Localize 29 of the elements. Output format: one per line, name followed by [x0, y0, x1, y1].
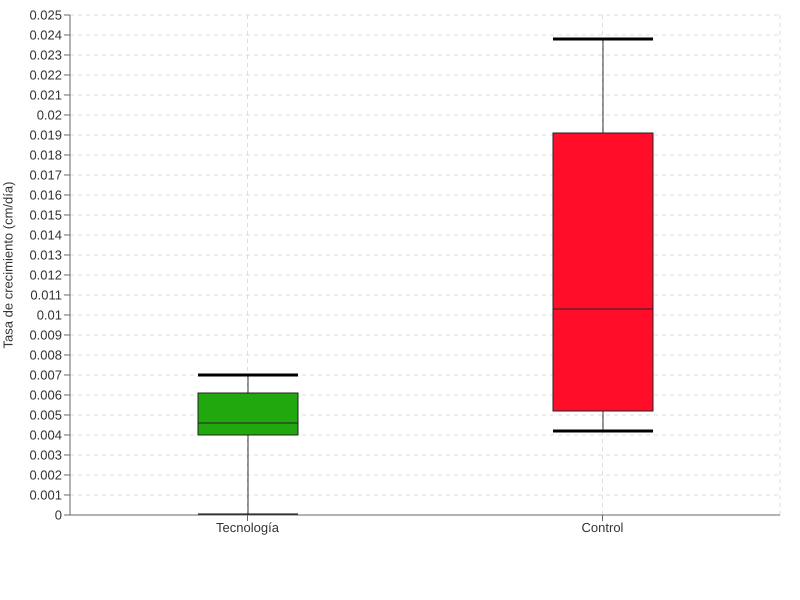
x-tick-label: Control [582, 520, 624, 536]
y-tick-label: 0.02 [36, 108, 62, 123]
y-tick-label: 0.004 [29, 428, 62, 443]
y-tick-label: 0.003 [29, 448, 62, 463]
y-tick-label: 0.009 [29, 328, 62, 343]
y-tick-label: 0.002 [29, 468, 62, 483]
y-axis-title: Tasa de crecimiento (cm/día) [0, 182, 16, 348]
y-tick-label: 0.023 [29, 48, 62, 63]
y-tick-label: 0.015 [29, 208, 62, 223]
y-tick-label: 0.012 [29, 268, 62, 283]
y-tick-label: 0.005 [29, 408, 62, 423]
y-tick-label: 0.014 [29, 228, 62, 243]
y-tick-label: 0.006 [29, 388, 62, 403]
y-tick-label: 0.001 [29, 488, 62, 503]
y-tick-label: 0.019 [29, 128, 62, 143]
y-tick-label: 0.022 [29, 68, 62, 83]
y-tick-label: 0.007 [29, 368, 62, 383]
y-tick-label: 0 [54, 508, 62, 523]
y-tick-label: 0.016 [29, 188, 62, 203]
y-tick-label: 0.024 [29, 28, 62, 43]
y-tick-label: 0.021 [29, 88, 62, 103]
y-tick-label: 0.013 [29, 248, 62, 263]
y-tick-label: 0.017 [29, 168, 62, 183]
y-tick-label: 0.011 [30, 288, 62, 303]
y-tick-label: 0.008 [29, 348, 62, 363]
y-tick-label: 0.025 [29, 8, 62, 23]
y-tick-label: 0.018 [29, 148, 62, 163]
x-tick-label: Tecnología [216, 520, 280, 536]
y-tick-label: 0.01 [36, 308, 62, 323]
